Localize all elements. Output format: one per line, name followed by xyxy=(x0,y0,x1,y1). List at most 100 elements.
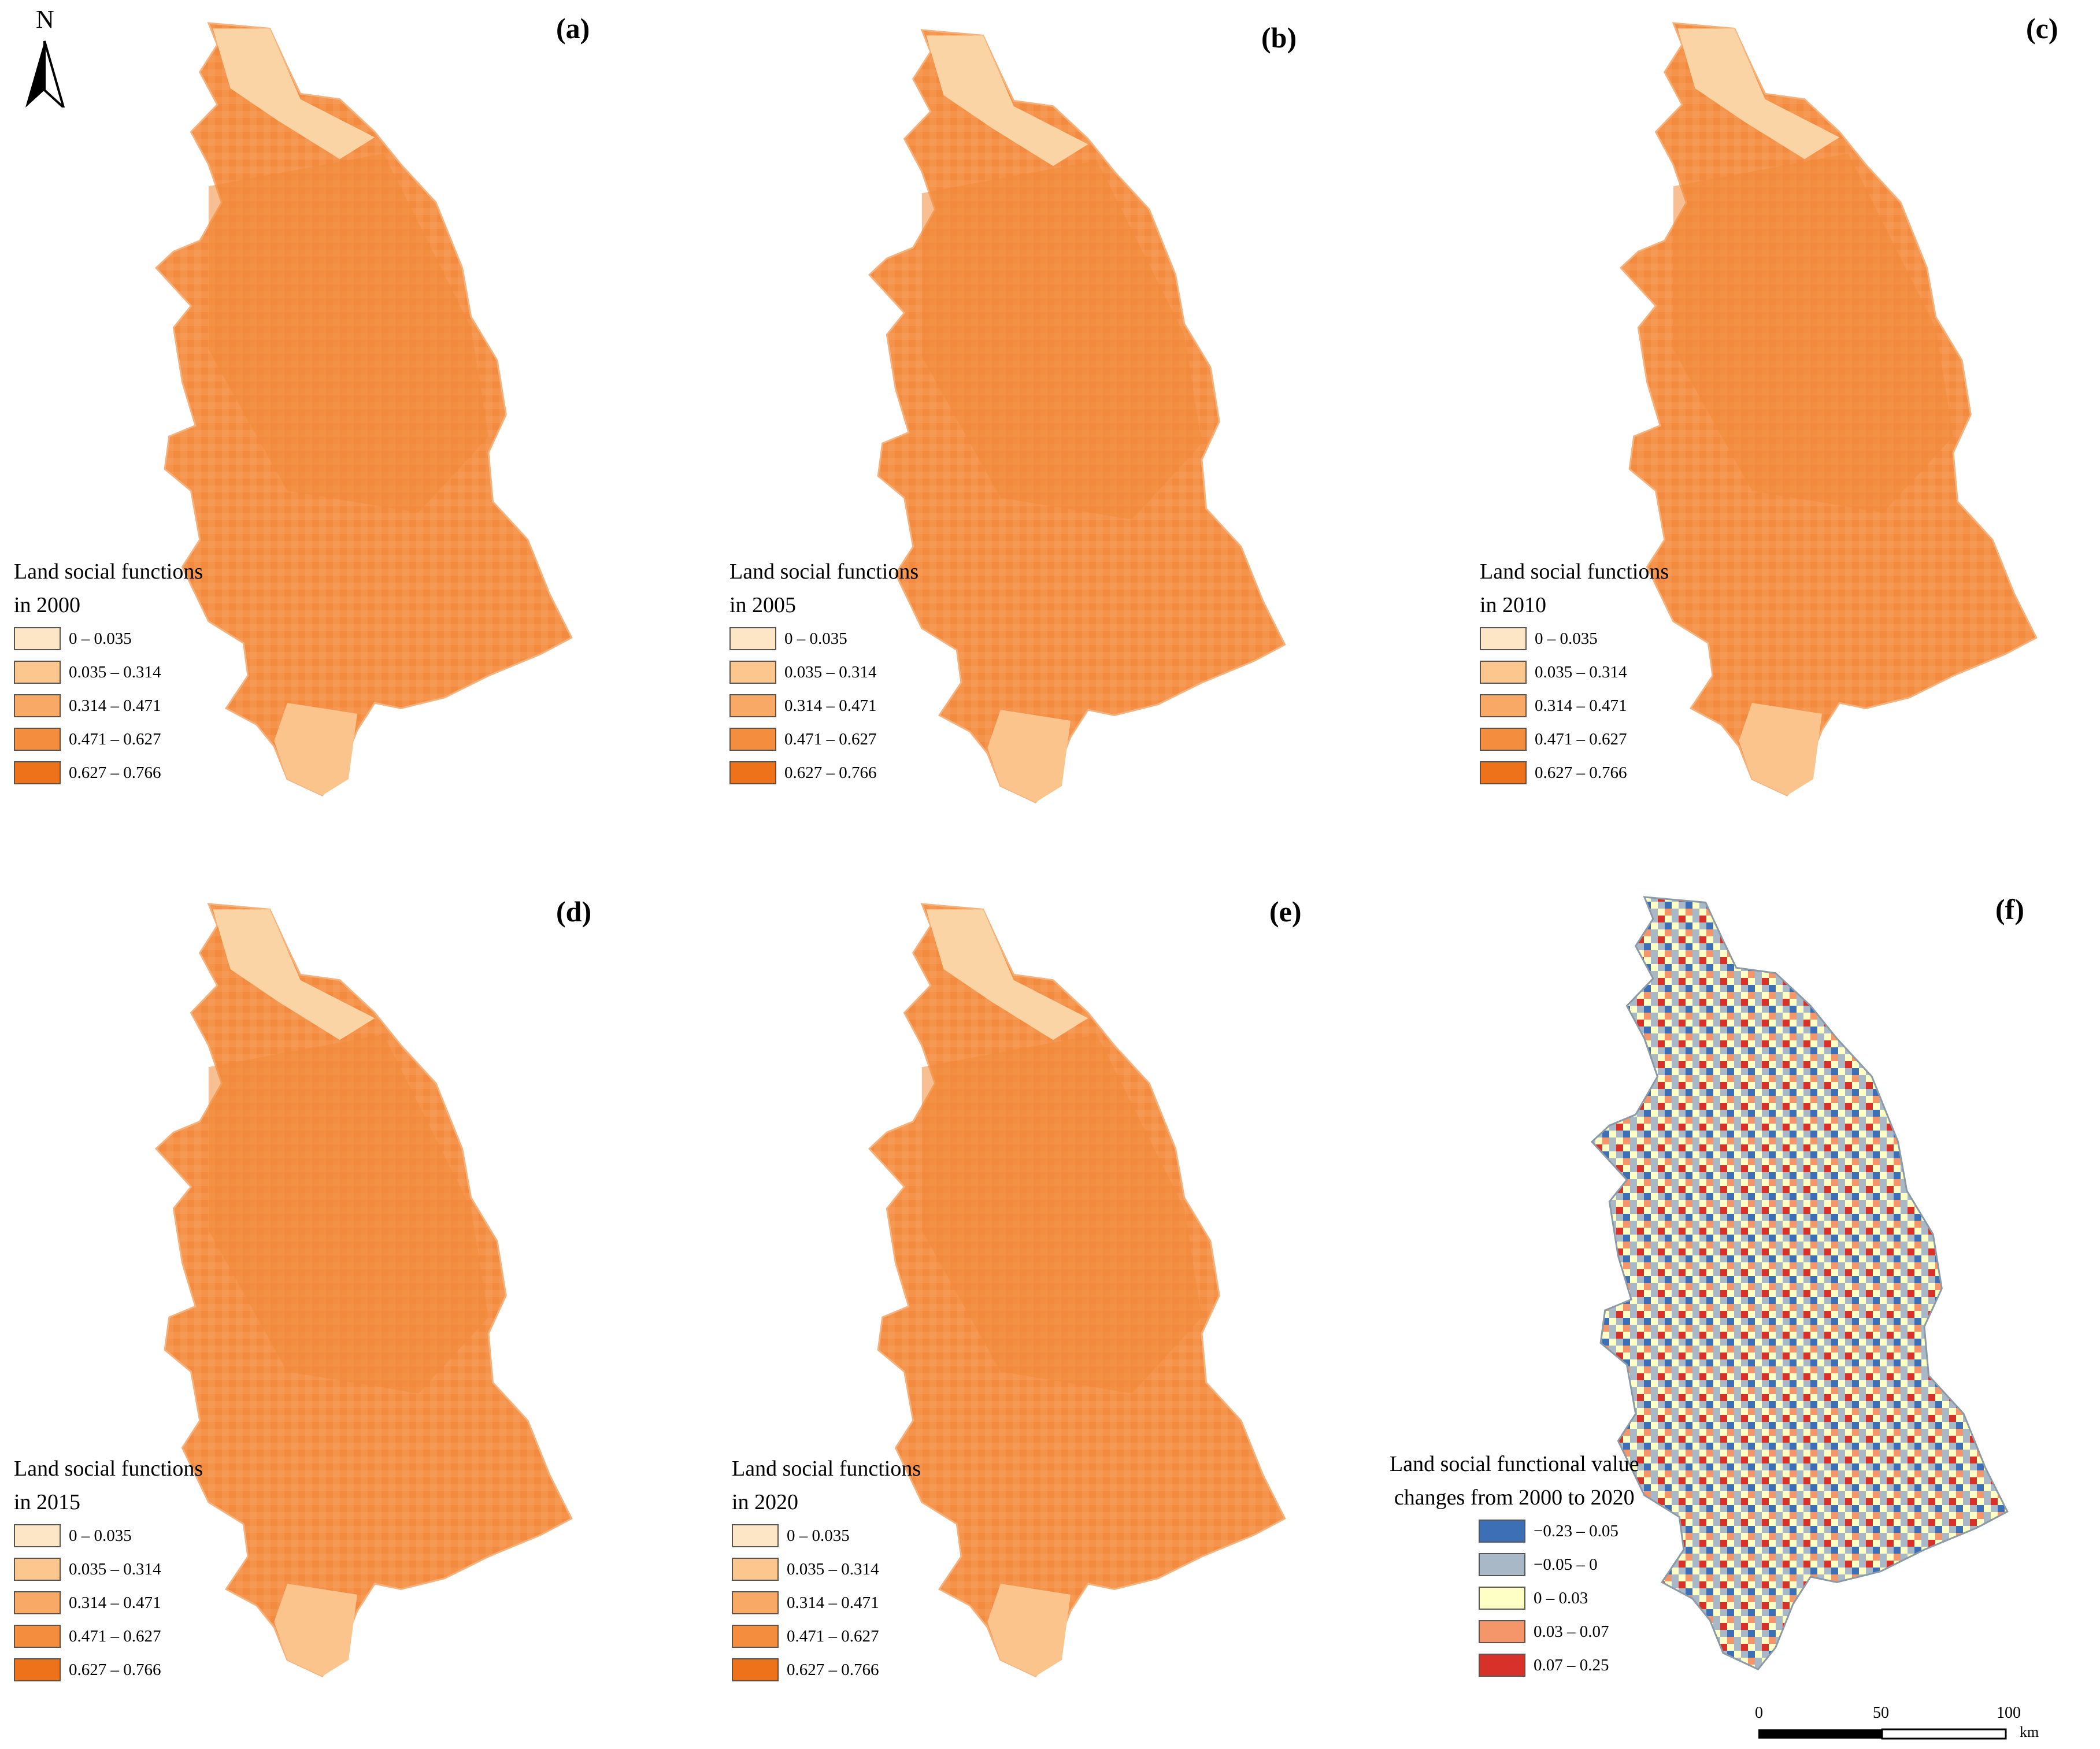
legend-item: 0.314 – 0.471 xyxy=(1480,689,1669,722)
northern-light-zone xyxy=(213,28,375,160)
legend-swatch xyxy=(14,1558,61,1581)
legend-swatch xyxy=(729,627,776,650)
legend-item: 0.627 – 0.766 xyxy=(14,1653,203,1687)
map-c xyxy=(1619,22,2038,796)
map-a xyxy=(154,22,573,796)
legend-swatch xyxy=(732,1658,779,1681)
legend-items: 0 – 0.035 0.035 – 0.314 0.314 – 0.471 0.471… xyxy=(732,1519,921,1687)
northern-light-zone xyxy=(213,909,375,1040)
central-high-zone xyxy=(1673,153,1953,513)
legend-label: 0.627 – 0.766 xyxy=(69,763,161,782)
legend-item: 0.03 – 0.07 xyxy=(1479,1615,1639,1648)
legend-label: 0.471 – 0.627 xyxy=(1535,729,1627,748)
legend-swatch xyxy=(14,694,61,717)
legend-label: 0 – 0.035 xyxy=(784,629,847,648)
legend-label: 0.471 – 0.627 xyxy=(69,1626,161,1646)
legend-title-line1: Land social functional value xyxy=(1390,1452,1639,1476)
legend-f: Land social functional value changes fro… xyxy=(1390,1447,1639,1682)
legend-item: 0 – 0.03 xyxy=(1479,1581,1639,1615)
legend-items: 0 – 0.035 0.035 – 0.314 0.314 – 0.471 0.471… xyxy=(729,622,918,790)
legend-label: 0 – 0.03 xyxy=(1534,1588,1588,1607)
legend-swatch xyxy=(1480,761,1527,784)
legend-title-line2: in 2020 xyxy=(732,1490,799,1514)
legend-a: Land social functions in 2000 0 – 0.035 0… xyxy=(14,555,203,790)
legend-label: 0.471 – 0.627 xyxy=(69,729,161,748)
legend-title-line1: Land social functions xyxy=(1480,559,1669,584)
legend-swatch xyxy=(14,1591,61,1614)
region-outline xyxy=(1590,896,2009,1670)
legend-swatch xyxy=(14,728,61,751)
legend-title-line2: in 2010 xyxy=(1480,593,1547,617)
legend-label: 0.07 – 0.25 xyxy=(1534,1655,1609,1674)
legend-item: 0.314 – 0.471 xyxy=(14,1586,203,1620)
legend-e: Land social functions in 2020 0 – 0.035 0… xyxy=(732,1452,921,1687)
legend-d: Land social functions in 2015 0 – 0.035 0… xyxy=(14,1452,203,1687)
southern-light-zone xyxy=(274,1584,357,1677)
legend-swatch xyxy=(729,694,776,717)
legend-item: 0 – 0.035 xyxy=(1480,622,1669,655)
legend-swatch xyxy=(729,761,776,784)
legend-swatch xyxy=(1479,1553,1525,1576)
legend-items: 0 – 0.035 0.035 – 0.314 0.314 – 0.471 0.471… xyxy=(14,622,203,790)
legend-swatch xyxy=(14,761,61,784)
southern-light-zone xyxy=(274,703,357,796)
legend-item: 0.471 – 0.627 xyxy=(14,1620,203,1653)
panel-label-d: (d) xyxy=(556,895,592,928)
legend-label: 0 – 0.035 xyxy=(69,629,132,648)
legend-title-line1: Land social functions xyxy=(14,1457,203,1481)
legend-item: 0.035 – 0.314 xyxy=(14,1552,203,1586)
northern-light-zone xyxy=(926,35,1088,166)
legend-swatch xyxy=(1479,1587,1525,1610)
legend-title-line1: Land social functions xyxy=(14,559,203,584)
legend-item: −0.23 – 0.05 xyxy=(1479,1514,1639,1548)
legend-label: 0.035 – 0.314 xyxy=(1535,662,1627,681)
legend-swatch xyxy=(732,1591,779,1614)
legend-item: 0 – 0.035 xyxy=(732,1519,921,1552)
legend-item: 0.627 – 0.766 xyxy=(732,1653,921,1687)
map-e xyxy=(868,903,1286,1677)
central-high-zone xyxy=(921,1034,1202,1394)
legend-title-line2: changes from 2000 to 2020 xyxy=(1394,1485,1635,1510)
legend-item: 0.07 – 0.25 xyxy=(1479,1648,1639,1682)
legend-swatch xyxy=(14,661,61,684)
legend-label: 0.035 – 0.314 xyxy=(69,662,161,681)
legend-label: 0.314 – 0.471 xyxy=(69,1593,161,1612)
legend-label: 0.627 – 0.766 xyxy=(1535,763,1627,782)
panel-label-a: (a) xyxy=(556,12,590,45)
legend-item: 0.471 – 0.627 xyxy=(14,722,203,756)
legend-swatch xyxy=(1479,1654,1525,1677)
legend-swatch xyxy=(1480,661,1527,684)
legend-item: 0.035 – 0.314 xyxy=(14,655,203,689)
legend-label: 0.03 – 0.07 xyxy=(1534,1622,1609,1641)
legend-item: 0.314 – 0.471 xyxy=(14,689,203,722)
legend-item: 0.471 – 0.627 xyxy=(729,722,918,756)
legend-item: 0.627 – 0.766 xyxy=(14,756,203,790)
legend-item: 0.035 – 0.314 xyxy=(732,1552,921,1586)
panel-label-e: (e) xyxy=(1269,895,1302,928)
panel-label-b: (b) xyxy=(1261,21,1297,54)
legend-label: 0 – 0.035 xyxy=(69,1526,132,1545)
legend-label: 0.471 – 0.627 xyxy=(784,729,877,748)
legend-label: 0.314 – 0.471 xyxy=(787,1593,879,1612)
north-label: N xyxy=(36,5,54,34)
legend-label: 0.314 – 0.471 xyxy=(1535,696,1627,715)
legend-c: Land social functions in 2010 0 – 0.035 0… xyxy=(1480,555,1669,790)
legend-title-line2: in 2000 xyxy=(14,593,81,617)
panel-label-f: (f) xyxy=(1995,893,2024,925)
legend-swatch xyxy=(732,1524,779,1547)
legend-items: 0 – 0.035 0.035 – 0.314 0.314 – 0.471 0.471… xyxy=(1480,622,1669,790)
legend-swatch xyxy=(14,1625,61,1648)
legend-swatch xyxy=(1480,627,1527,650)
scale-tick-50: 50 xyxy=(1873,1704,1889,1722)
legend-swatch xyxy=(729,661,776,684)
central-high-zone xyxy=(208,153,488,513)
legend-swatch xyxy=(732,1625,779,1648)
scale-bar xyxy=(1758,1728,2007,1740)
central-high-zone xyxy=(208,1034,488,1394)
northern-light-zone xyxy=(1677,28,1840,160)
scale-tick-0: 0 xyxy=(1755,1704,1763,1722)
legend-swatch xyxy=(732,1558,779,1581)
legend-label: 0.314 – 0.471 xyxy=(69,696,161,715)
